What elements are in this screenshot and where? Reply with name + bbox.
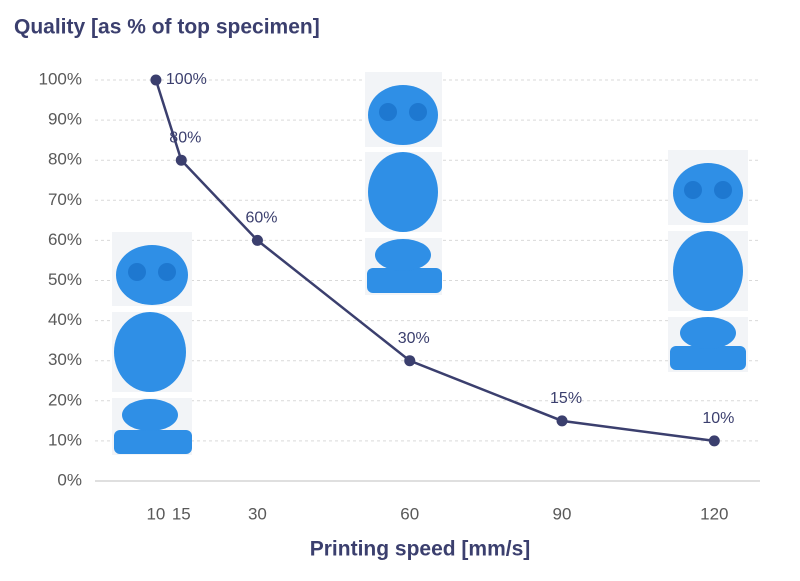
y-tick-label: 80% (48, 150, 82, 169)
y-tick-label: 70% (48, 190, 82, 209)
data-label: 10% (702, 410, 734, 427)
point (708, 435, 720, 447)
point (556, 415, 568, 427)
y-tick-label: 10% (48, 430, 82, 449)
y-tick-label: 60% (48, 230, 82, 249)
x-tick-label: 30 (248, 504, 267, 523)
data-label: 100% (166, 71, 207, 88)
point (175, 154, 187, 166)
y-tick-label: 20% (48, 390, 82, 409)
data-label: 30% (398, 330, 430, 347)
y-tick-label: 90% (48, 110, 82, 129)
x-axis-label: Printing speed [mm/s] (310, 538, 531, 561)
x-tick-label: 120 (700, 504, 728, 523)
point (404, 355, 416, 367)
owl-photo (112, 232, 192, 455)
owl-photo (365, 72, 442, 295)
y-tick-label: 40% (48, 310, 82, 329)
y-tick-label: 30% (48, 350, 82, 369)
data-label: 15% (550, 390, 582, 407)
y-tick-label: 100% (39, 69, 82, 88)
point (150, 74, 162, 86)
line (154, 79, 715, 443)
data-label: 80% (169, 129, 201, 146)
data-label: 60% (245, 210, 277, 227)
point (251, 234, 263, 246)
x-tick-label: 10 (146, 504, 165, 523)
owl-photo (668, 150, 748, 372)
chart-title: Quality [as % of top specimen] (14, 16, 320, 39)
y-tick-label: 50% (48, 270, 82, 289)
y-tick-label: 0% (57, 470, 82, 489)
x-tick-label: 15 (172, 504, 191, 523)
x-tick-label: 90 (553, 504, 572, 523)
x-tick-label: 60 (400, 504, 419, 523)
